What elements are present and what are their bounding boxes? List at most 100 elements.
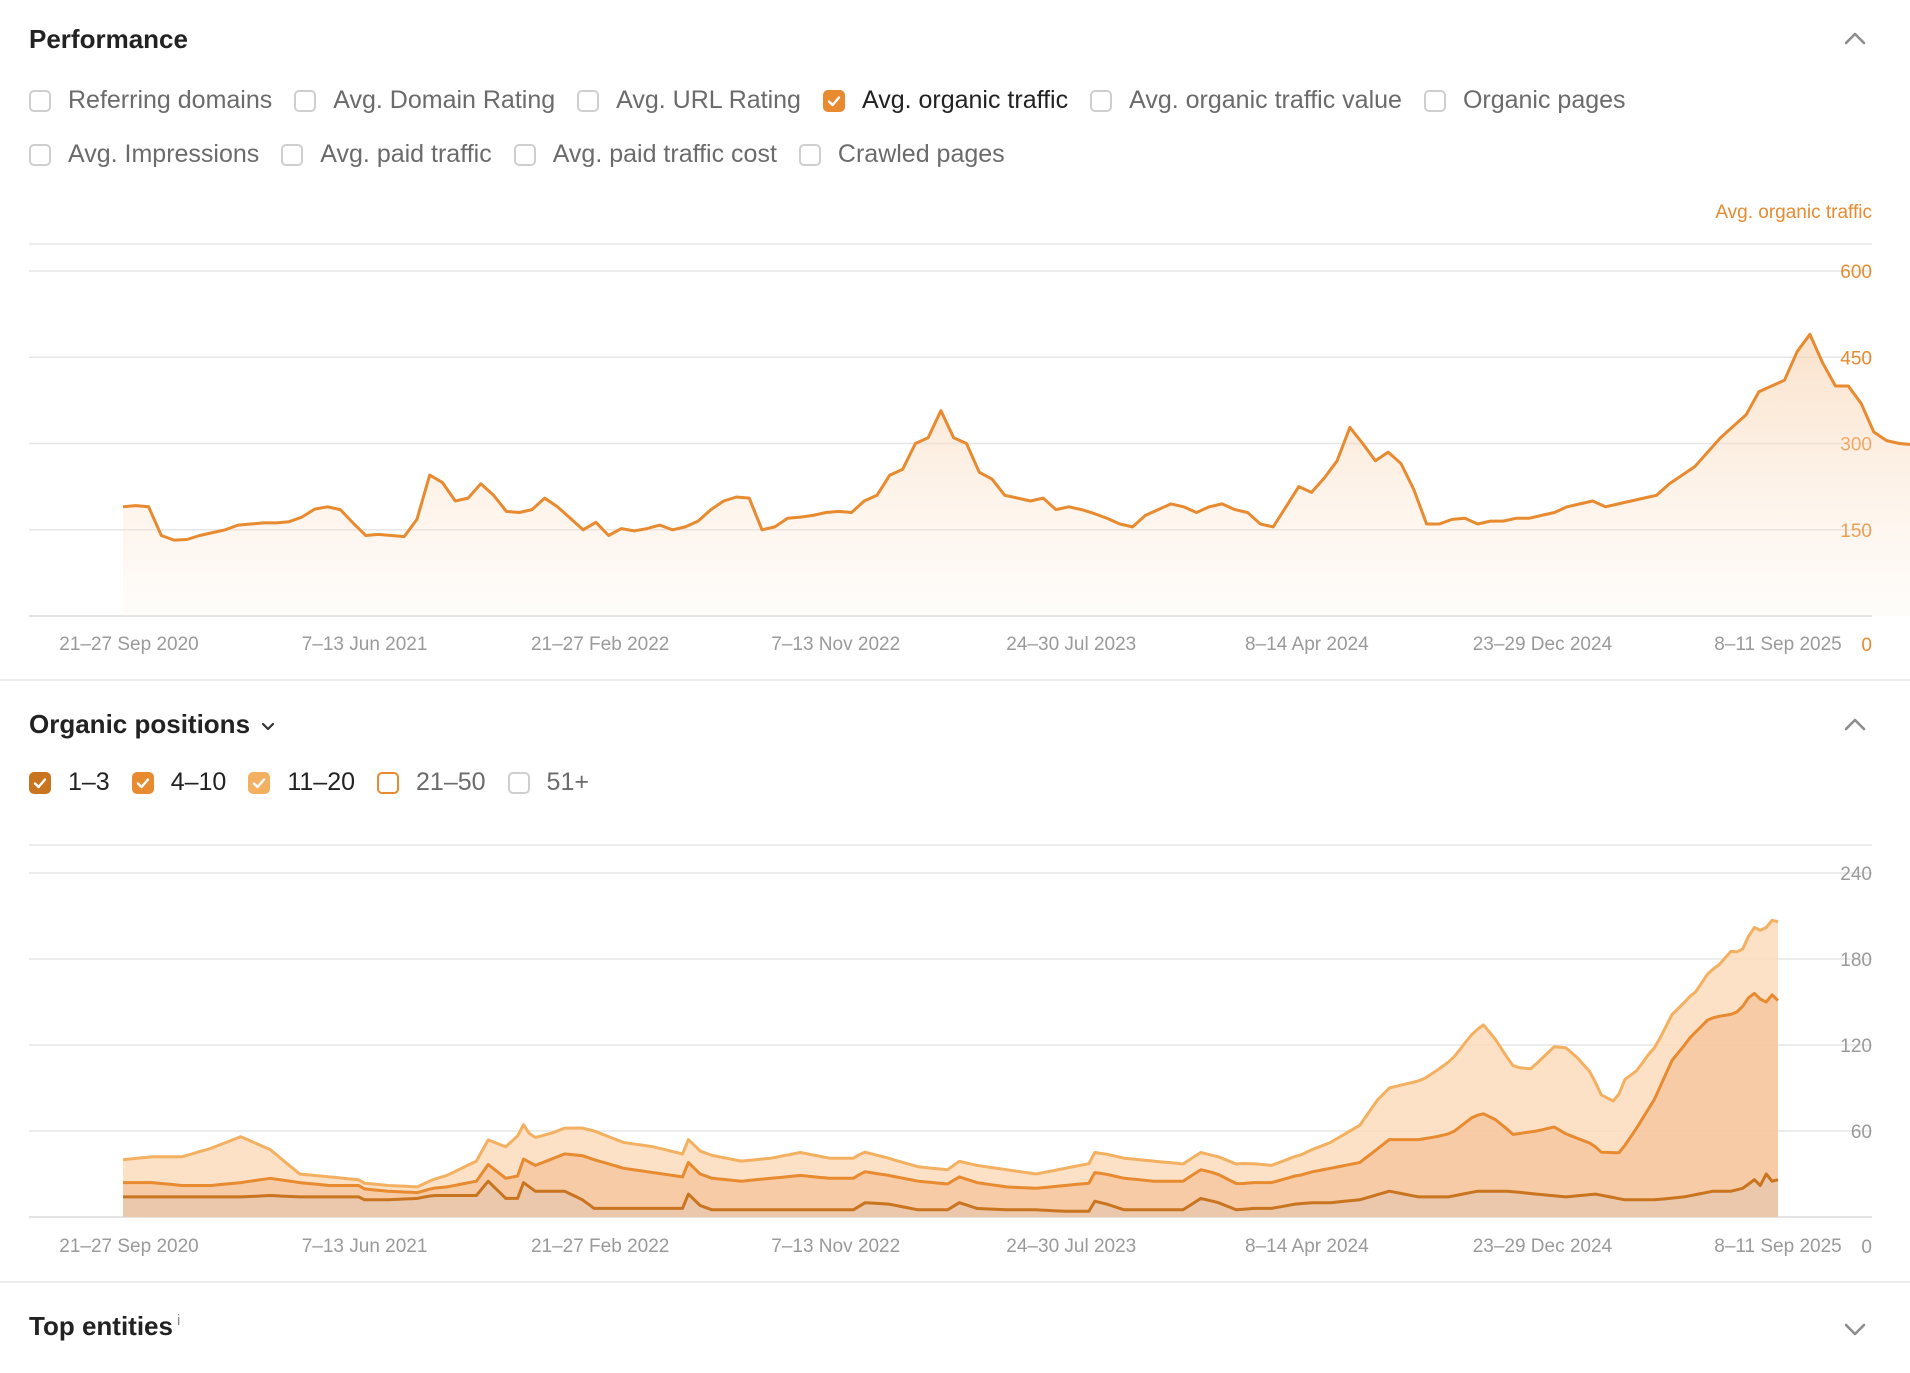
checkbox-box[interactable] <box>377 771 400 794</box>
x-tick-label: 24–30 Jul 2023 <box>1006 1236 1136 1257</box>
checkmark-icon <box>827 95 841 106</box>
x-tick-label: 21–27 Sep 2020 <box>59 634 198 655</box>
section-divider <box>0 679 1910 681</box>
checkbox-box[interactable] <box>131 771 154 794</box>
positions-area-4-10 <box>123 993 1778 1217</box>
traffic-area <box>123 334 1910 616</box>
checkbox-label: Avg. Domain Rating <box>333 86 556 114</box>
y-tick-label: 60 <box>1851 1122 1872 1143</box>
chevron-up-icon <box>1844 32 1866 45</box>
x-tick-label: 21–27 Feb 2022 <box>531 1236 669 1257</box>
checkmark-icon <box>33 777 47 788</box>
x-tick-label: 23–29 Dec 2024 <box>1473 634 1613 655</box>
checkbox-avg-paid-traffic-cost[interactable]: Avg. paid traffic cost <box>513 140 777 169</box>
x-tick-label: 21–27 Feb 2022 <box>531 634 669 655</box>
collapse-performance-button[interactable] <box>1838 22 1872 56</box>
checkbox-11-20[interactable]: 11–20 <box>248 768 355 797</box>
chevron-up-icon <box>1844 718 1866 731</box>
top-entities-title: Top entities i <box>29 1311 180 1342</box>
y-tick-label: 240 <box>1840 864 1872 885</box>
organic-positions-section: Organic positions 1–3 4–10 11–20 21–50 51+ 0… <box>0 681 1910 1281</box>
checkbox-4-10[interactable]: 4–10 <box>131 768 227 797</box>
checkbox-crawled-pages[interactable]: Crawled pages <box>798 140 1005 169</box>
x-tick-label: 8–11 Sep 2025 <box>1714 634 1842 655</box>
checkbox-label: 51+ <box>546 768 589 796</box>
checkbox-box[interactable] <box>1423 89 1446 112</box>
checkmark-icon <box>253 777 266 788</box>
y-tick-label: 180 <box>1840 950 1872 971</box>
organic-positions-label: Organic positions <box>29 709 251 739</box>
metric-checkbox-row-2: Avg. Impressions Avg. paid traffic Avg. pa… <box>29 140 1027 169</box>
checkbox-label: Avg. organic traffic <box>861 86 1069 114</box>
checkbox-box[interactable] <box>248 771 271 794</box>
checkbox-box[interactable] <box>29 143 51 166</box>
checkbox-box[interactable] <box>507 771 530 794</box>
metric-checkbox-row-1: Referring domains Avg. Domain Rating Avg. … <box>29 86 1648 115</box>
checkbox-avg-paid-traffic[interactable]: Avg. paid traffic <box>281 140 492 169</box>
checkbox-label: Organic pages <box>1462 86 1626 114</box>
organic-positions-title[interactable]: Organic positions <box>29 709 278 740</box>
x-tick-label: 8–11 Sep 2025 <box>1714 1236 1842 1257</box>
checkbox-referring-domains[interactable]: Referring domains <box>29 86 272 115</box>
performance-section: Performance Referring domains Avg. Domain… <box>0 0 1910 680</box>
checkbox-box[interactable] <box>1090 89 1113 112</box>
checkbox-avg-domain-rating[interactable]: Avg. Domain Rating <box>294 86 555 115</box>
positions-area-1-3 <box>123 1174 1778 1217</box>
checkbox-label: Avg. paid traffic <box>320 140 492 168</box>
checkbox-organic-pages[interactable]: Organic pages <box>1423 86 1626 115</box>
checkbox-51[interactable]: 51+ <box>507 768 589 797</box>
expand-top-entities-button[interactable] <box>1838 1312 1872 1346</box>
x-tick-label: 8–14 Apr 2024 <box>1245 634 1369 655</box>
checkbox-21-50[interactable]: 21–50 <box>377 768 486 797</box>
checkbox-label: Referring domains <box>68 86 273 114</box>
x-tick-label: 7–13 Jun 2021 <box>302 634 428 655</box>
checkbox-label: 4–10 <box>170 768 227 796</box>
checkbox-label: Avg. organic traffic value <box>1129 86 1402 114</box>
checkbox-avg-url-rating[interactable]: Avg. URL Rating <box>577 86 801 115</box>
traffic-series-line <box>122 332 1910 542</box>
performance-title: Performance <box>29 24 188 54</box>
checkbox-box[interactable] <box>513 143 536 166</box>
checkbox-label: Avg. Impressions <box>68 140 260 168</box>
positions-line-4-10 <box>123 991 1780 1195</box>
top-entities-label: Top entities <box>29 1311 173 1341</box>
checkbox-1-3[interactable]: 1–3 <box>29 768 110 797</box>
info-icon[interactable]: i <box>176 1312 181 1330</box>
y-tick-label: 600 <box>1840 262 1872 283</box>
checkbox-box[interactable] <box>822 89 845 112</box>
organic-positions-chart: 0 60 120 180 240 21–27 Sep 2020 7–13 Jun 2021 2… <box>29 844 1872 1258</box>
y-tick-label: 0 <box>1861 635 1872 656</box>
checkbox-label: Avg. URL Rating <box>616 86 801 114</box>
x-tick-label: 23–29 Dec 2024 <box>1473 1236 1613 1257</box>
checkbox-box[interactable] <box>294 89 317 112</box>
chevron-down-icon <box>261 723 275 731</box>
section-divider <box>0 1281 1910 1283</box>
y-tick-label: 450 <box>1840 348 1872 369</box>
positions-line-11-20 <box>122 918 1779 1189</box>
top-entities-section: Top entities i <box>0 1283 1910 1373</box>
positions-line-1-3 <box>123 1172 1779 1213</box>
x-tick-label: 7–13 Nov 2022 <box>771 634 900 655</box>
position-checkbox-row: 1–3 4–10 11–20 21–50 51+ <box>29 768 611 797</box>
checkbox-avg-organic-traffic[interactable]: Avg. organic traffic <box>822 86 1069 115</box>
y-tick-label: 0 <box>1861 1237 1872 1258</box>
checkbox-box[interactable] <box>798 143 821 166</box>
checkbox-box[interactable] <box>29 89 51 112</box>
checkbox-box[interactable] <box>281 143 304 166</box>
checkbox-label: 11–20 <box>287 768 356 796</box>
x-tick-label: 8–14 Apr 2024 <box>1245 1236 1369 1257</box>
checkbox-box[interactable] <box>29 771 51 794</box>
y-tick-label: 120 <box>1840 1036 1872 1057</box>
checkbox-label: 1–3 <box>68 768 110 796</box>
chevron-down-icon <box>1844 1323 1866 1336</box>
checkbox-avg-organic-traffic-value[interactable]: Avg. organic traffic value <box>1090 86 1402 115</box>
checkbox-avg-impressions[interactable]: Avg. Impressions <box>29 140 259 169</box>
collapse-positions-button[interactable] <box>1838 708 1872 742</box>
checkbox-label: Crawled pages <box>837 140 1005 168</box>
x-tick-label: 7–13 Nov 2022 <box>771 1236 900 1257</box>
checkbox-box[interactable] <box>577 89 600 112</box>
x-tick-label: 24–30 Jul 2023 <box>1006 634 1136 655</box>
x-tick-label: 7–13 Jun 2021 <box>302 1236 428 1257</box>
checkbox-label: Avg. paid traffic cost <box>552 140 777 168</box>
